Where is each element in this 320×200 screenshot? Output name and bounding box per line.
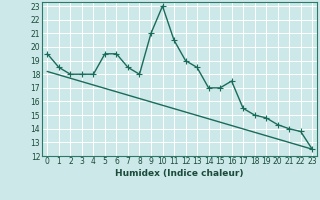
X-axis label: Humidex (Indice chaleur): Humidex (Indice chaleur) [115, 169, 244, 178]
